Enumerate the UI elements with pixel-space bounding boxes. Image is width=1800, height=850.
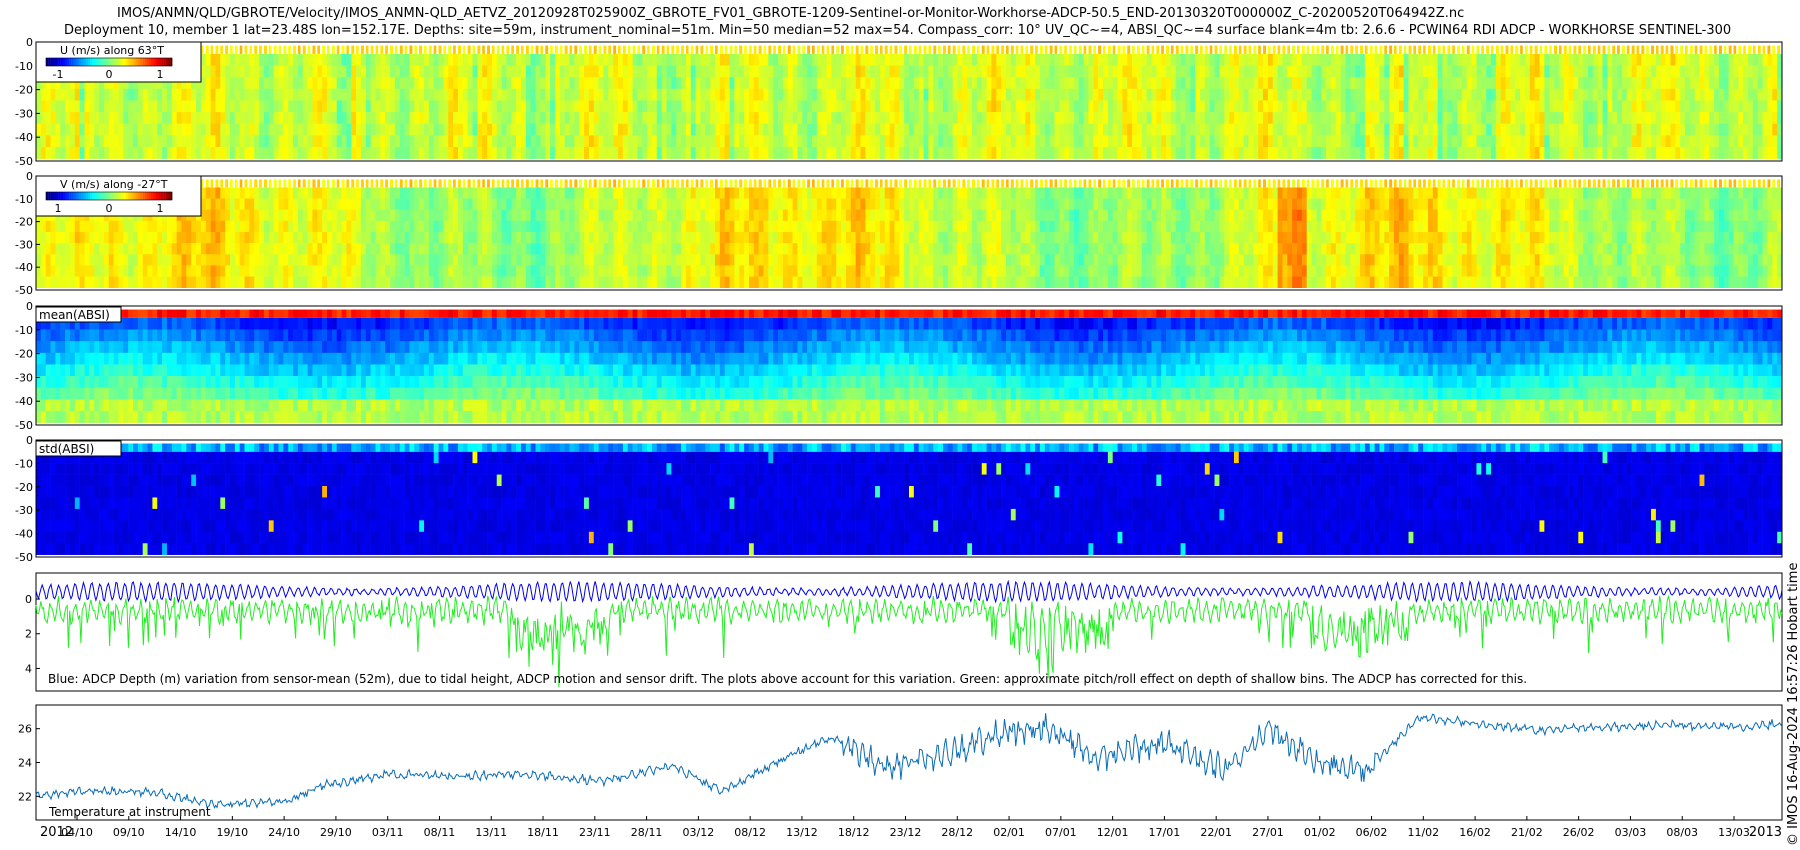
- y-tick-label: -50: [15, 155, 33, 168]
- x-tick-label: 26/02: [1563, 826, 1595, 839]
- y-tick-label: -40: [15, 395, 33, 408]
- y-tick-label: -40: [15, 261, 33, 274]
- colorbar-tick: 1: [157, 202, 164, 215]
- panel-V: 0 -10 -20 -30 -40 -50: [15, 170, 1783, 297]
- plot-frame: [35, 41, 1783, 162]
- y-tick-label: 0: [26, 300, 33, 313]
- x-tick-label: 14/10: [165, 826, 197, 839]
- y-tick-label: 0: [26, 36, 33, 49]
- x-tick-label: 18/12: [838, 826, 870, 839]
- x-end-year: 2013: [1749, 825, 1782, 840]
- y-tick-label: -30: [15, 238, 33, 251]
- y-tick-label: -30: [15, 107, 33, 120]
- y-tick-label: 0: [26, 170, 33, 183]
- x-tick-label: 08/03: [1666, 826, 1698, 839]
- panel-stdABSI: 0 -10 -20 -30 -40 -50: [15, 434, 1783, 564]
- colorbar-legend: V (m/s) along -27°T 1 0 1: [35, 175, 202, 217]
- x-tick-label: 23/12: [890, 826, 922, 839]
- x-tick-label: 06/02: [1356, 826, 1388, 839]
- x-tick-label: 03/11: [372, 826, 404, 839]
- y-tick-label: 0: [26, 434, 33, 447]
- x-tick-label: 13/12: [786, 826, 818, 839]
- x-tick-label: 01/02: [1304, 826, 1336, 839]
- x-tick-label: 28/12: [941, 826, 973, 839]
- x-tick-label: 08/11: [424, 826, 456, 839]
- panel-temperature: 22 24 26 Temperature at instrument: [18, 704, 1783, 821]
- y-tick-label: 22: [18, 790, 32, 803]
- x-start-year: 2012: [40, 825, 73, 840]
- adcp-depth-series: [35, 579, 1783, 604]
- x-tick-label: 29/10: [320, 826, 352, 839]
- colorbar-tick: 1: [55, 202, 62, 215]
- x-tick-label: 28/11: [631, 826, 663, 839]
- figure-title-line1: IMOS/ANMN/QLD/GBROTE/Velocity/IMOS_ANMN-…: [117, 6, 1465, 21]
- y-tick-label: -50: [15, 284, 33, 297]
- y-tick-label: -20: [15, 216, 33, 229]
- colorbar-tick: 0: [106, 202, 113, 215]
- temperature-caption: Temperature at instrument: [48, 805, 211, 819]
- x-axis: 04/10 09/10 14/10 19/10 24/10 29/10 03/11 08/11…: [40, 816, 1782, 840]
- x-tick-label: 02/01: [993, 826, 1025, 839]
- y-tick-label: -30: [15, 371, 33, 384]
- colorbar-tick: 0: [106, 68, 113, 81]
- y-tick-label: 0: [25, 593, 32, 606]
- panel-depth: 0 2 4 Blue: ADCP Depth (m) variation from s…: [25, 572, 1783, 692]
- y-tick-label: -40: [15, 528, 33, 541]
- x-tick-label: 16/02: [1459, 826, 1491, 839]
- y-tick-label: 26: [18, 723, 32, 736]
- panel-U: 0-10-20-30-40-50: [15, 36, 1783, 168]
- x-tick-label: 11/02: [1407, 826, 1439, 839]
- x-tick-label: 08/12: [734, 826, 766, 839]
- pitch-roll-series: [35, 594, 1783, 688]
- y-tick-label: -20: [15, 348, 33, 361]
- panel-meanABSI: 0 -10 -20 -30 -40 -50: [15, 300, 1783, 432]
- figure-title-line2: Deployment 10, member 1 lat=23.48S lon=1…: [64, 23, 1732, 38]
- y-tick-label: -30: [15, 504, 33, 517]
- y-tick-label: -40: [15, 131, 33, 144]
- y-tick-label: -20: [15, 481, 33, 494]
- x-tick-label: 03/12: [683, 826, 715, 839]
- x-tick-label: 19/10: [216, 826, 248, 839]
- x-tick-label: 12/01: [1097, 826, 1129, 839]
- x-tick-label: 13/03: [1718, 826, 1750, 839]
- colorbar-tick: -1: [53, 68, 64, 81]
- x-tick-label: 23/11: [579, 826, 611, 839]
- y-tick-label: -10: [15, 457, 33, 470]
- x-tick-label: 24/10: [268, 826, 300, 839]
- copyright-side-label: © IMOS 16-Aug-2024 16:57:26 Hobart time: [1786, 563, 1800, 846]
- x-tick-label: 18/11: [527, 826, 559, 839]
- x-tick-label: 21/02: [1511, 826, 1543, 839]
- legend-title: U (m/s) along 63°T: [60, 44, 164, 57]
- y-tick-label: 24: [18, 757, 32, 770]
- plot-frame: [35, 175, 1783, 291]
- colorbar-tick: 1: [157, 68, 164, 81]
- x-tick-label: 04/10: [61, 826, 93, 839]
- x-tick-label: 27/01: [1252, 826, 1284, 839]
- y-tick-label: -50: [15, 419, 33, 432]
- x-tick-label: 07/01: [1045, 826, 1077, 839]
- y-tick-label: -50: [15, 551, 33, 564]
- legend-title: V (m/s) along -27°T: [60, 178, 168, 191]
- x-tick-label: 22/01: [1200, 826, 1232, 839]
- colorbar-legend: U (m/s) along 63°T -1 0 1: [35, 41, 202, 83]
- y-tick-label: 2: [25, 628, 32, 641]
- temperature-series: [35, 713, 1783, 809]
- y-tick-label: -10: [15, 193, 33, 206]
- x-tick-label: 09/10: [113, 826, 145, 839]
- x-tick-label: 13/11: [475, 826, 507, 839]
- x-tick-label: 03/03: [1615, 826, 1647, 839]
- y-tick-label: 4: [25, 662, 32, 675]
- y-tick-label: -10: [15, 324, 33, 337]
- x-tick-label: 17/01: [1149, 826, 1181, 839]
- y-tick-label: -10: [15, 60, 33, 73]
- plot-frame: [35, 439, 1783, 558]
- y-tick-label: -20: [15, 84, 33, 97]
- panel-label: mean(ABSI): [35, 306, 122, 323]
- panel-label: std(ABSI): [35, 440, 122, 457]
- depth-caption: Blue: ADCP Depth (m) variation from sens…: [48, 672, 1527, 686]
- plot-frame: [35, 305, 1783, 426]
